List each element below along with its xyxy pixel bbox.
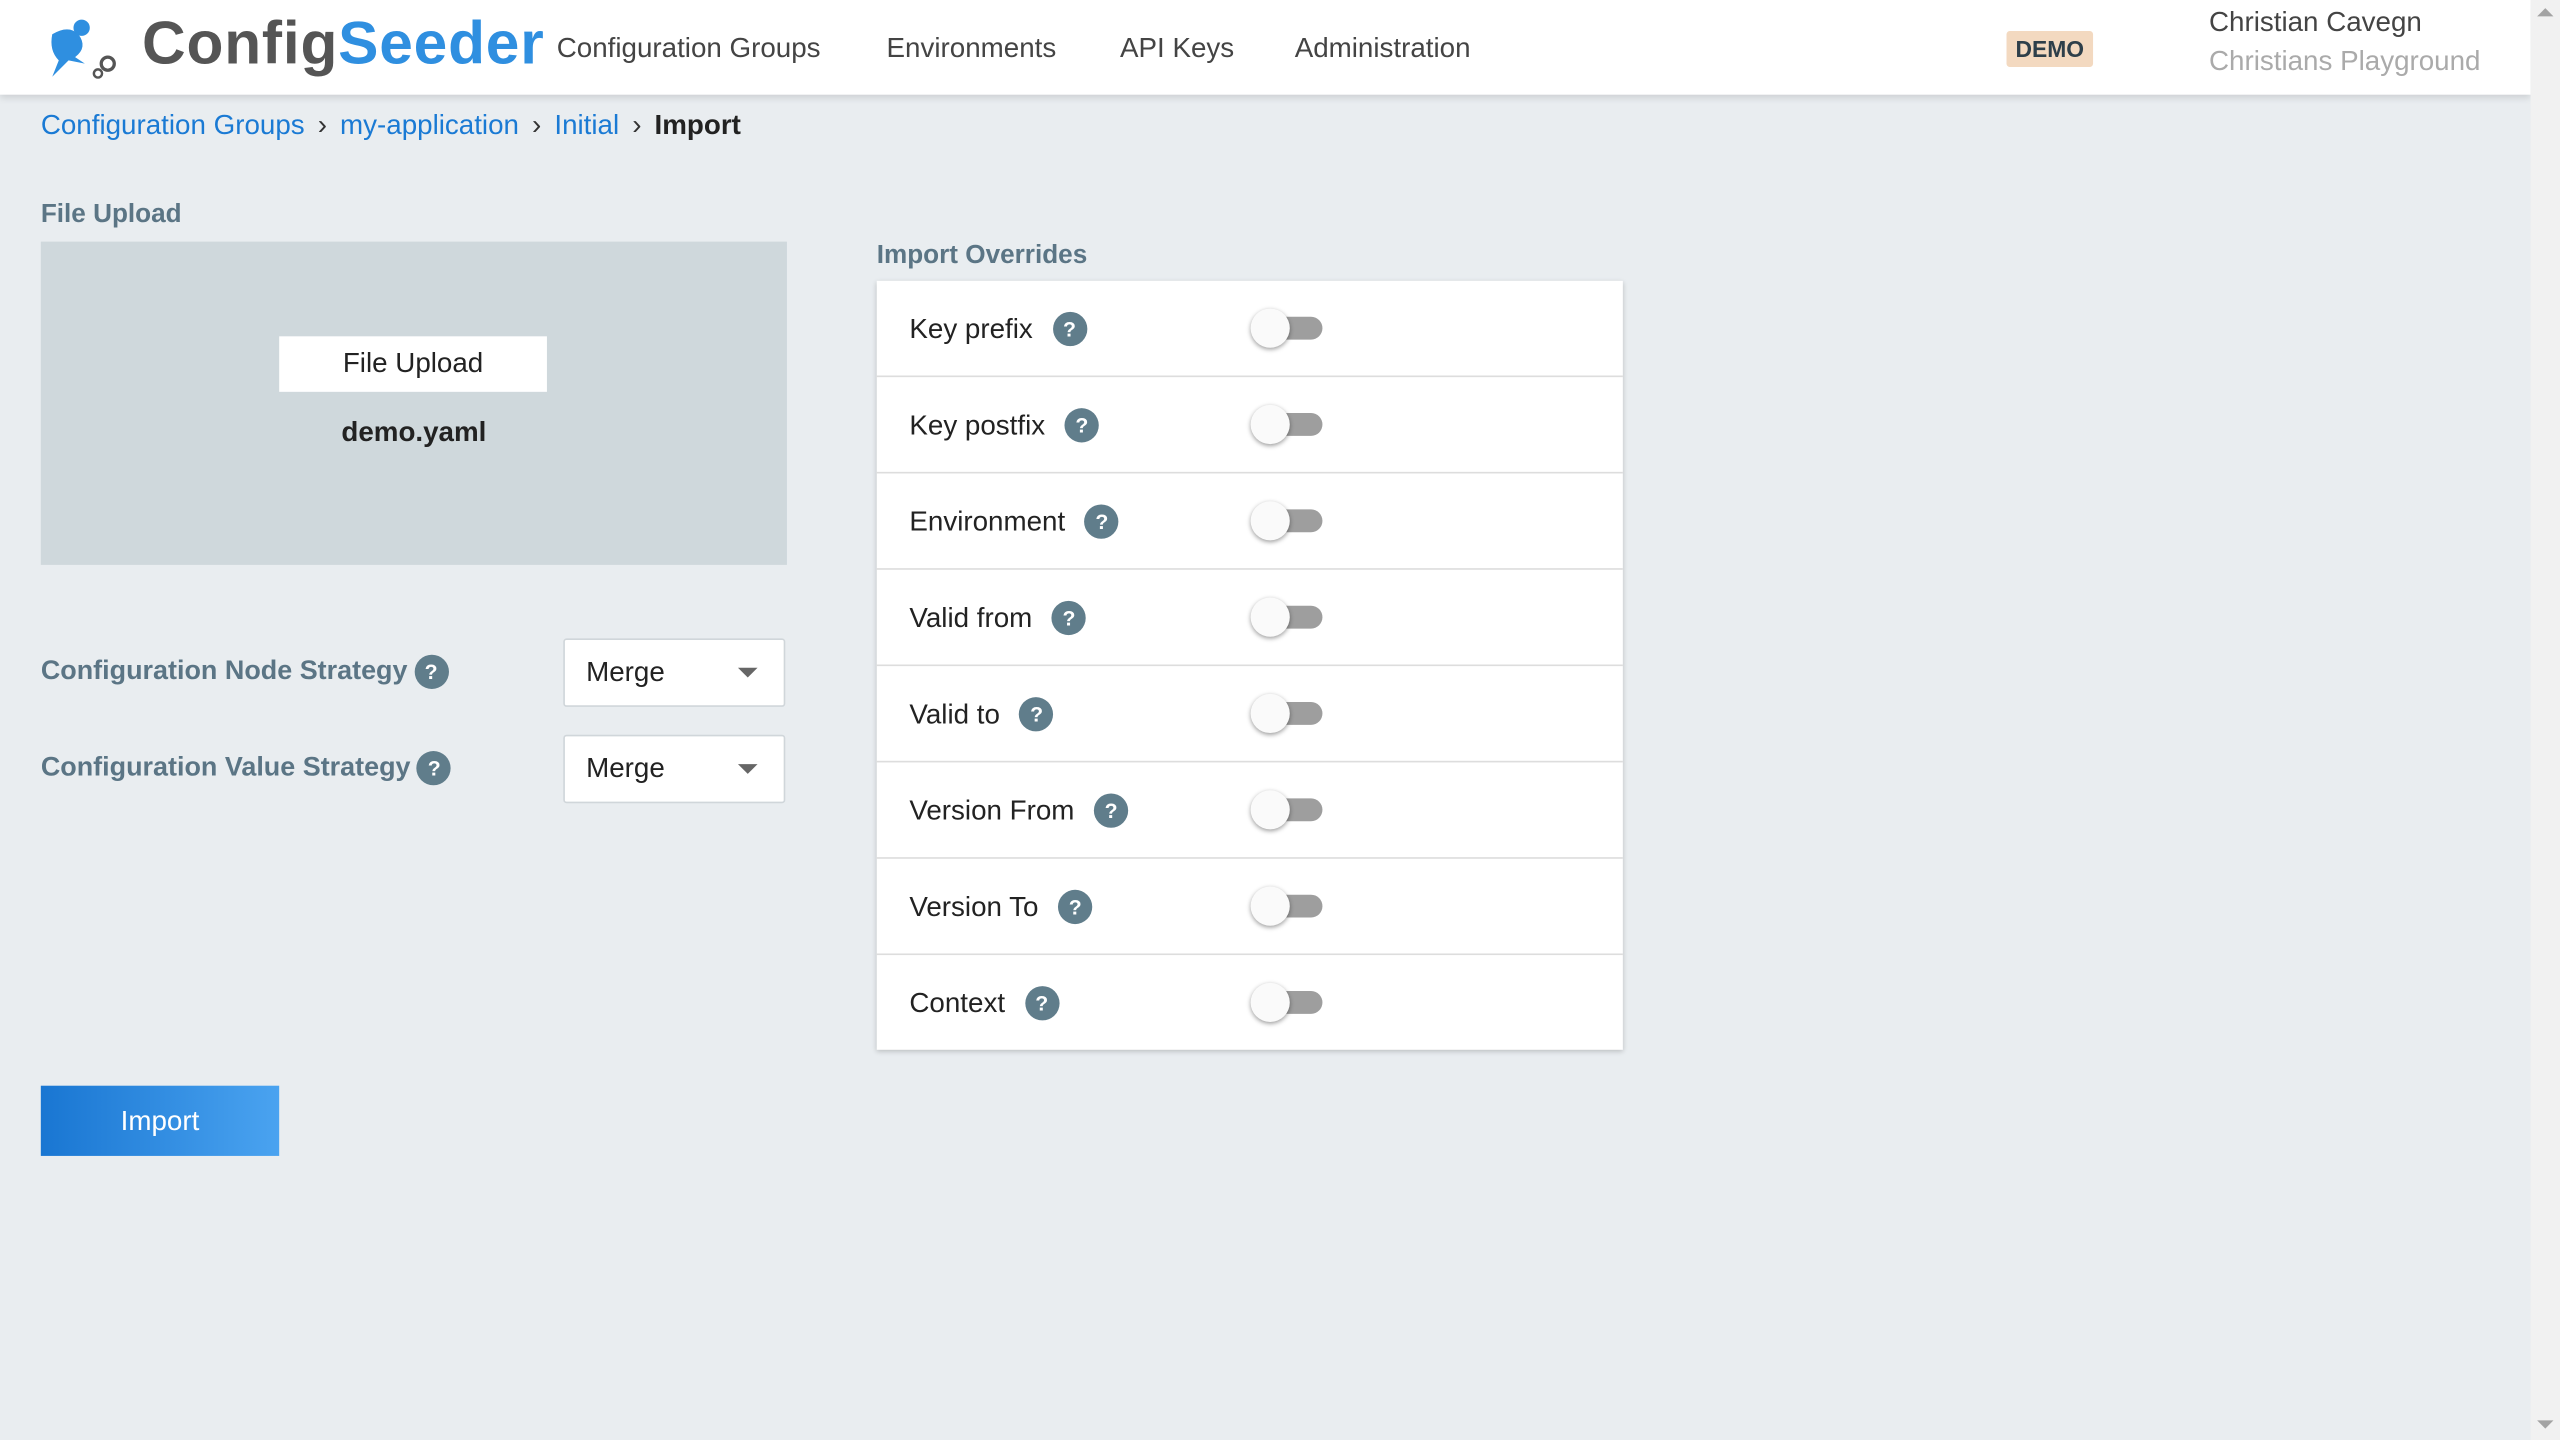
breadcrumb-initial[interactable]: Initial: [554, 109, 620, 141]
nav-api-keys[interactable]: API Keys: [1119, 32, 1235, 64]
override-toggle[interactable]: [1250, 308, 1323, 348]
override-label-text: Environment: [909, 505, 1066, 537]
breadcrumb-import: Import: [654, 109, 741, 141]
logo-config: Config: [142, 9, 339, 77]
help-icon[interactable]: ?: [1019, 697, 1054, 732]
caret-down-icon: [737, 764, 758, 774]
help-icon[interactable]: ?: [414, 654, 449, 689]
chevron-right-icon: ›: [532, 109, 542, 141]
override-row: Valid from?: [876, 570, 1623, 667]
value-strategy-label: Configuration Value Strategy ?: [40, 751, 452, 786]
value-strategy-value: Merge: [586, 752, 665, 784]
node-strategy-value: Merge: [586, 656, 665, 688]
toggle-knob: [1250, 693, 1290, 734]
override-label: Valid from?: [909, 600, 1087, 636]
caret-down-icon: [737, 667, 758, 678]
nav-configuration-groups[interactable]: Configuration Groups: [556, 32, 821, 64]
override-toggle[interactable]: [1250, 597, 1323, 637]
toggle-knob: [1250, 597, 1290, 637]
override-label: Environment?: [909, 504, 1120, 539]
toggle-knob: [1250, 404, 1290, 445]
file-upload-button[interactable]: File Upload: [279, 336, 547, 392]
logo-seeder: Seeder: [338, 9, 545, 77]
nav-environments[interactable]: Environments: [886, 32, 1057, 64]
override-row: Environment?: [876, 473, 1623, 570]
node-strategy-label: Configuration Node Strategy ?: [40, 654, 449, 689]
breadcrumb-configuration-groups[interactable]: Configuration Groups: [40, 109, 305, 141]
override-toggle[interactable]: [1250, 404, 1323, 445]
help-icon[interactable]: ?: [1024, 986, 1059, 1021]
override-label-text: Key prefix: [909, 312, 1033, 344]
logo-text[interactable]: ConfigSeeder: [142, 10, 545, 79]
help-icon[interactable]: ?: [1094, 793, 1129, 828]
override-label: Key postfix?: [909, 408, 1100, 443]
override-row: Valid to?: [876, 666, 1623, 763]
override-label-text: Valid to: [909, 697, 1000, 729]
help-icon[interactable]: ?: [1084, 504, 1120, 539]
value-strategy-text: Configuration Value Strategy: [40, 752, 411, 783]
help-icon[interactable]: ?: [1058, 889, 1093, 925]
override-toggle[interactable]: [1250, 790, 1323, 830]
override-label: Context?: [909, 986, 1059, 1021]
override-label: Valid to?: [909, 697, 1054, 732]
override-label-text: Key postfix: [909, 408, 1046, 440]
chevron-right-icon: ›: [317, 109, 327, 141]
help-icon[interactable]: ?: [1052, 311, 1087, 347]
breadcrumb-my-application[interactable]: my-application: [340, 109, 519, 141]
override-label-text: Version To: [909, 890, 1039, 922]
override-label: Version To?: [909, 889, 1093, 925]
toggle-knob: [1250, 501, 1290, 541]
override-row: Key prefix?: [876, 281, 1623, 378]
nav-administration[interactable]: Administration: [1294, 32, 1471, 64]
import-button[interactable]: Import: [40, 1085, 280, 1156]
override-toggle[interactable]: [1250, 886, 1323, 926]
value-strategy-select[interactable]: Merge: [563, 734, 786, 804]
override-row: Version From?: [876, 762, 1623, 859]
toggle-knob: [1250, 790, 1290, 830]
override-label: Key prefix?: [909, 311, 1087, 347]
override-toggle[interactable]: [1250, 693, 1323, 734]
top-bar: ConfigSeeder Configuration Groups Enviro…: [0, 0, 2531, 95]
override-toggle[interactable]: [1250, 501, 1323, 541]
override-row: Context?: [877, 955, 1623, 1050]
user-workspace[interactable]: Christians Playground: [2208, 45, 2481, 77]
override-row: Key postfix?: [876, 377, 1623, 474]
help-icon[interactable]: ?: [1051, 600, 1087, 636]
scrollbar[interactable]: [2530, 0, 2560, 1440]
file-drop-zone[interactable]: File Upload demo.yaml: [40, 241, 787, 565]
logo-icon: [51, 19, 116, 79]
override-row: Version To?: [876, 859, 1623, 956]
breadcrumb: Configuration Groups › my-application › …: [41, 109, 741, 142]
file-upload-title: File Upload: [40, 200, 182, 229]
override-label-text: Valid from: [909, 601, 1033, 633]
node-strategy-select[interactable]: Merge: [563, 638, 786, 707]
node-strategy-text: Configuration Node Strategy: [40, 656, 408, 686]
demo-badge: DEMO: [2006, 31, 2094, 67]
help-icon[interactable]: ?: [1064, 408, 1100, 443]
user-name[interactable]: Christian Cavegn: [2208, 6, 2422, 38]
override-toggle[interactable]: [1250, 982, 1323, 1023]
scroll-up-arrow-icon[interactable]: [2537, 8, 2554, 17]
import-overrides-card: Key prefix? Key postfix? Environment? Va…: [876, 280, 1623, 1050]
toggle-knob: [1250, 308, 1290, 348]
override-label-text: Version From: [909, 794, 1075, 826]
import-overrides-title: Import Overrides: [876, 241, 1088, 270]
override-label: Version From?: [909, 793, 1129, 828]
toggle-knob: [1250, 886, 1290, 926]
chevron-right-icon: ›: [632, 109, 642, 141]
scroll-down-arrow-icon[interactable]: [2537, 1420, 2554, 1429]
toggle-knob: [1250, 982, 1290, 1023]
override-label-text: Context: [909, 986, 1006, 1018]
help-icon[interactable]: ?: [417, 751, 452, 786]
uploaded-filename: demo.yaml: [341, 416, 487, 448]
